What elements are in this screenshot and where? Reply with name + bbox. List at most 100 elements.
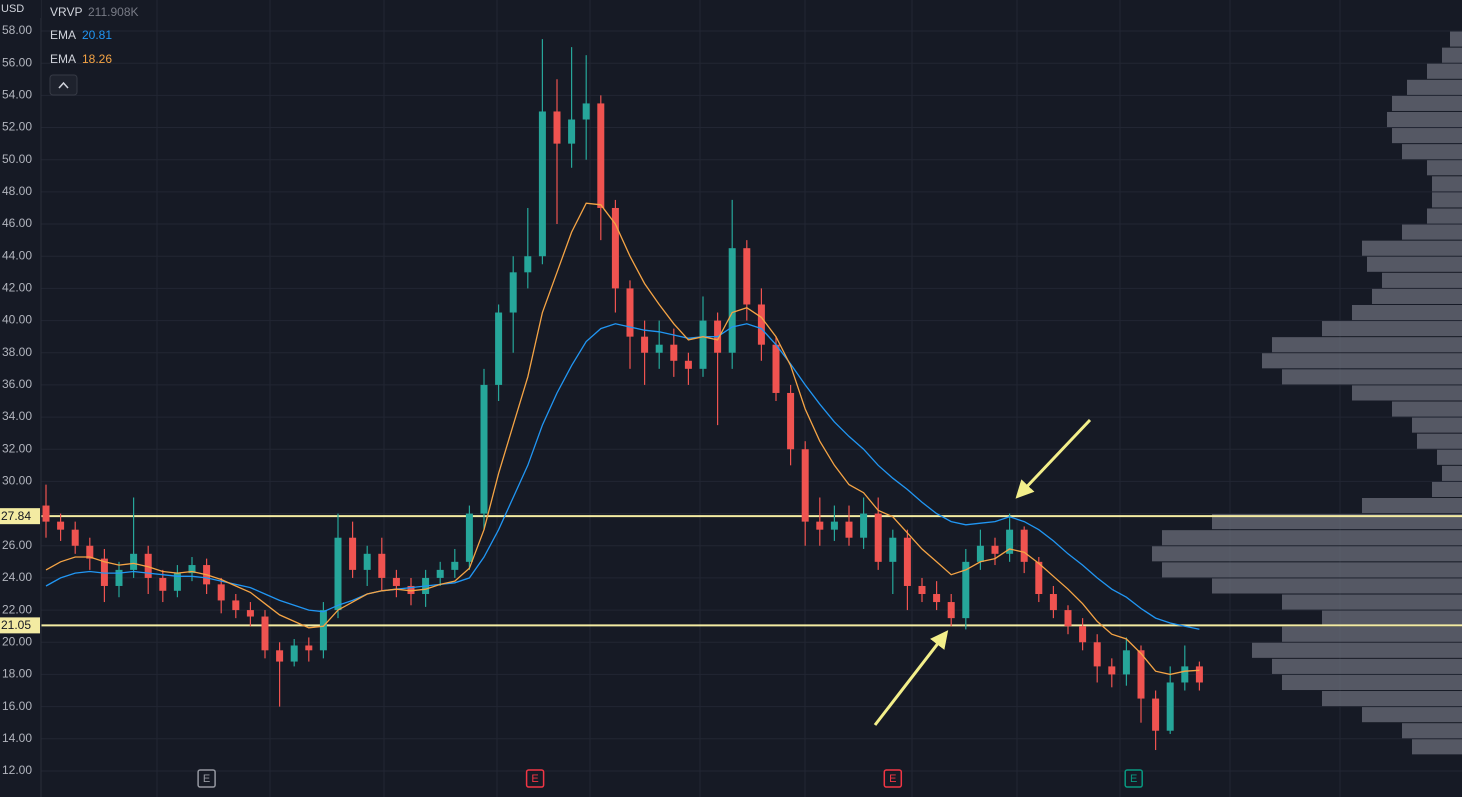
legend-value: 18.26 (82, 52, 112, 66)
event-marker[interactable] (883, 769, 903, 788)
candle-body (787, 392, 795, 450)
currency[interactable]: USD (1, 3, 24, 15)
level-label: 27.84 (1, 509, 31, 523)
candle-body (684, 360, 692, 369)
candle-body (670, 344, 678, 361)
profile-bar (1322, 610, 1462, 626)
y-tick-label: 24.00 (2, 570, 32, 584)
candle-body (801, 449, 809, 522)
profile-bar (1437, 449, 1462, 465)
candle-body (816, 521, 824, 530)
profile-bar (1162, 530, 1462, 546)
candle-body (290, 645, 298, 662)
horizontal-grid (41, 30, 1462, 772)
candle-body (451, 561, 459, 570)
profile-bar (1382, 272, 1462, 288)
profile-bar (1252, 642, 1462, 658)
profile-bar (1427, 160, 1462, 176)
event-marker[interactable] (1124, 769, 1143, 788)
profile-bar (1392, 401, 1462, 417)
candle-body (772, 344, 780, 393)
profile-bar (1272, 337, 1462, 353)
candle-body (524, 256, 532, 273)
profile-bar (1322, 321, 1462, 337)
y-tick-label: 40.00 (2, 313, 32, 327)
y-tick-label: 48.00 (2, 184, 32, 198)
candle-body (130, 553, 138, 570)
candle-body (903, 537, 911, 586)
candle-body (553, 111, 561, 144)
candle-body (1195, 666, 1203, 683)
profile-bar (1352, 385, 1462, 401)
candle-body (568, 119, 576, 144)
candle-body (699, 320, 707, 369)
candle-body (1064, 610, 1072, 627)
candle-body (976, 545, 984, 562)
candle-body (407, 585, 415, 595)
collapse-icon (58, 81, 69, 89)
candle-body (71, 529, 79, 546)
y-tick-label: 14.00 (2, 731, 32, 745)
candle-body (349, 537, 357, 570)
candle-body (597, 103, 605, 208)
profile-bar (1162, 562, 1462, 578)
y-tick-label: 36.00 (2, 377, 32, 391)
candle-body (42, 505, 50, 522)
legend-name[interactable]: EMA (50, 52, 76, 66)
legend-name[interactable]: EMA (50, 28, 76, 42)
profile-bar (1387, 111, 1462, 128)
profile-bar (1392, 128, 1462, 144)
collapse-button[interactable] (49, 74, 78, 96)
candle-body (465, 513, 473, 562)
candle-body (962, 561, 970, 619)
level-label-box (0, 617, 40, 634)
arrow (1015, 418, 1092, 499)
profile-bar (1412, 739, 1462, 755)
candle-body (276, 650, 284, 662)
profile-bar (1212, 514, 1462, 530)
candle-body (495, 312, 503, 385)
event-marker[interactable] (197, 769, 216, 788)
y-tick-label: 32.00 (2, 441, 32, 455)
y-tick-label: 34.00 (2, 409, 32, 423)
levels (41, 515, 1462, 627)
profile-bar (1417, 433, 1462, 449)
y-tick-label: 44.00 (2, 248, 32, 262)
profile-bar (1402, 144, 1462, 160)
candle-body (261, 616, 269, 651)
legend: USD VRVP 211.908K EMA 20.81 EMA 18.26 (0, 0, 139, 96)
candle-body (1035, 561, 1043, 595)
event-label: E (889, 773, 896, 785)
candle-body (889, 537, 897, 562)
profile-bar (1432, 481, 1462, 498)
candle-body (1020, 529, 1028, 562)
profile-bar (1282, 594, 1462, 610)
profile-bar (1362, 707, 1462, 723)
profile-bar (1362, 240, 1462, 256)
candle-body (743, 248, 751, 305)
candle-body (757, 304, 765, 345)
candle-body (1152, 698, 1160, 731)
candle-body (378, 553, 386, 578)
event-label: E (531, 773, 538, 785)
candle-body (246, 610, 254, 617)
profile-bar (1407, 79, 1462, 95)
profile-bar (1282, 626, 1462, 642)
price-axis (0, 0, 41, 797)
profile-bar (1412, 417, 1462, 433)
candle-body (159, 577, 167, 591)
event-marker[interactable] (525, 769, 545, 788)
candle-body (918, 585, 926, 595)
y-tick-label: 30.00 (2, 474, 32, 488)
y-tick-label: 22.00 (2, 602, 32, 616)
y-tick-label: 50.00 (2, 152, 32, 166)
indicator-name[interactable]: VRVP (50, 5, 82, 19)
volume-profile (1152, 31, 1462, 755)
profile-bar (1282, 674, 1462, 691)
candle-body (1166, 682, 1174, 731)
candle-body (1137, 650, 1145, 699)
candle-body (436, 569, 444, 578)
